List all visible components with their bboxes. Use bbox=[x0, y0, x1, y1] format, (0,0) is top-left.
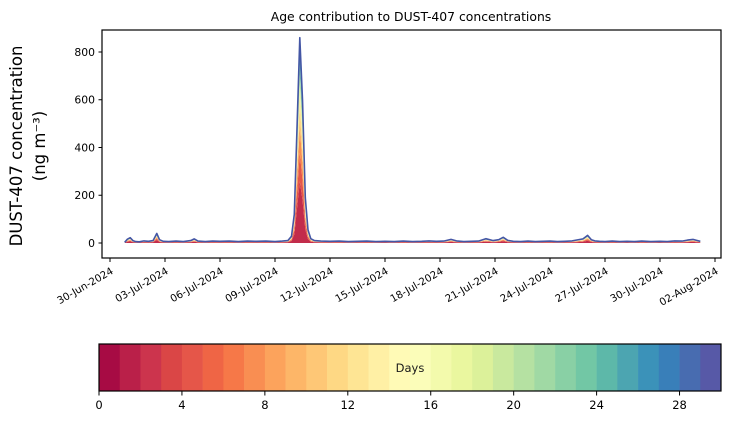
area-layer bbox=[124, 84, 701, 243]
colorbar-segment bbox=[638, 344, 660, 391]
x-tick-label: 15-Jul-2024 bbox=[334, 266, 391, 305]
x-tick-label: 21-Jul-2024 bbox=[444, 266, 501, 305]
area-layer bbox=[124, 74, 701, 243]
colorbar-ticks: 0 4 8 12 16 20 24 28 bbox=[95, 391, 687, 412]
colorbar-segment bbox=[679, 344, 701, 391]
colorbar-segment bbox=[555, 344, 577, 391]
colorbar-segment bbox=[327, 344, 349, 391]
x-tick-label: 30-Jun-2024 bbox=[56, 266, 116, 307]
area-layer bbox=[124, 64, 701, 243]
colorbar-segment bbox=[700, 344, 722, 391]
colorbar-segment bbox=[223, 344, 245, 391]
colorbar-label: Days bbox=[396, 361, 425, 375]
colorbar-segment bbox=[410, 344, 432, 391]
x-axis-ticks: 30-Jun-202403-Jul-202406-Jul-202409-Jul-… bbox=[56, 258, 721, 309]
colorbar-tick-label: 20 bbox=[506, 398, 521, 412]
y-axis-ticks: 0 200 400 600 800 bbox=[74, 46, 102, 250]
colorbar-segment bbox=[161, 344, 183, 391]
colorbar-segment bbox=[534, 344, 556, 391]
colorbar-tick-label: 12 bbox=[340, 398, 355, 412]
colorbar-segment bbox=[306, 344, 328, 391]
y-axis-label-line1: DUST-407 concentration bbox=[7, 46, 26, 247]
colorbar-segment bbox=[99, 344, 121, 391]
y-tick-label: 200 bbox=[74, 189, 95, 202]
colorbar-segment bbox=[202, 344, 224, 391]
x-tick-label: 06-Jul-2024 bbox=[169, 266, 226, 305]
y-axis-label-line2: (ng m⁻³) bbox=[30, 111, 49, 181]
x-tick-label: 09-Jul-2024 bbox=[224, 266, 281, 305]
colorbar-tick-label: 8 bbox=[261, 398, 268, 412]
x-tick-label: 02-Aug-2024 bbox=[658, 266, 721, 308]
colorbar-frame bbox=[98, 343, 722, 392]
y-tick-label: 400 bbox=[74, 141, 95, 154]
colorbar-segment bbox=[658, 344, 680, 391]
colorbar-segment bbox=[596, 344, 618, 391]
colorbar-segment bbox=[389, 344, 411, 391]
colorbar-tick-label: 24 bbox=[589, 398, 604, 412]
stacked-areas bbox=[124, 36, 701, 243]
colorbar-segment bbox=[617, 344, 639, 391]
colorbar-tick-label: 28 bbox=[672, 398, 687, 412]
colorbar-segment bbox=[368, 344, 390, 391]
area-layer bbox=[124, 181, 701, 243]
area-layer bbox=[124, 37, 701, 243]
colorbar-tick-label: 16 bbox=[423, 398, 438, 412]
colorbar-segment bbox=[140, 344, 162, 391]
colorbar-segment bbox=[492, 344, 514, 391]
x-tick-label: 12-Jul-2024 bbox=[279, 266, 336, 305]
y-tick-label: 800 bbox=[74, 46, 95, 59]
area-layer bbox=[124, 95, 701, 243]
area-layer bbox=[124, 152, 701, 243]
colorbar-segment bbox=[513, 344, 535, 391]
total-line bbox=[124, 36, 701, 243]
colorbar-segment bbox=[244, 344, 266, 391]
area-layer bbox=[124, 128, 701, 243]
x-tick-label: 18-Jul-2024 bbox=[389, 266, 446, 305]
x-tick-label: 27-Jul-2024 bbox=[554, 266, 611, 305]
colorbar-tick-label: 0 bbox=[95, 398, 102, 412]
colorbar-segment bbox=[451, 344, 473, 391]
colorbar-tick-label: 4 bbox=[178, 398, 185, 412]
colorbar-segment bbox=[181, 344, 203, 391]
x-tick-label: 03-Jul-2024 bbox=[114, 266, 171, 305]
colorbar-segment bbox=[264, 344, 286, 391]
chart-title: Age contribution to DUST-407 concentrati… bbox=[271, 9, 552, 24]
y-tick-label: 600 bbox=[74, 94, 95, 107]
colorbar-segment bbox=[575, 344, 597, 391]
x-tick-label: 24-Jul-2024 bbox=[499, 266, 556, 305]
colorbar-segment bbox=[472, 344, 494, 391]
colorbar-segment bbox=[347, 344, 369, 391]
axes-frame bbox=[101, 29, 722, 259]
y-tick-label: 0 bbox=[88, 237, 95, 250]
colorbar-cells bbox=[99, 344, 722, 391]
colorbar-segment bbox=[430, 344, 452, 391]
area-layer bbox=[124, 111, 701, 243]
colorbar-segment bbox=[119, 344, 141, 391]
colorbar-segment bbox=[285, 344, 307, 391]
area-layer bbox=[124, 52, 701, 243]
